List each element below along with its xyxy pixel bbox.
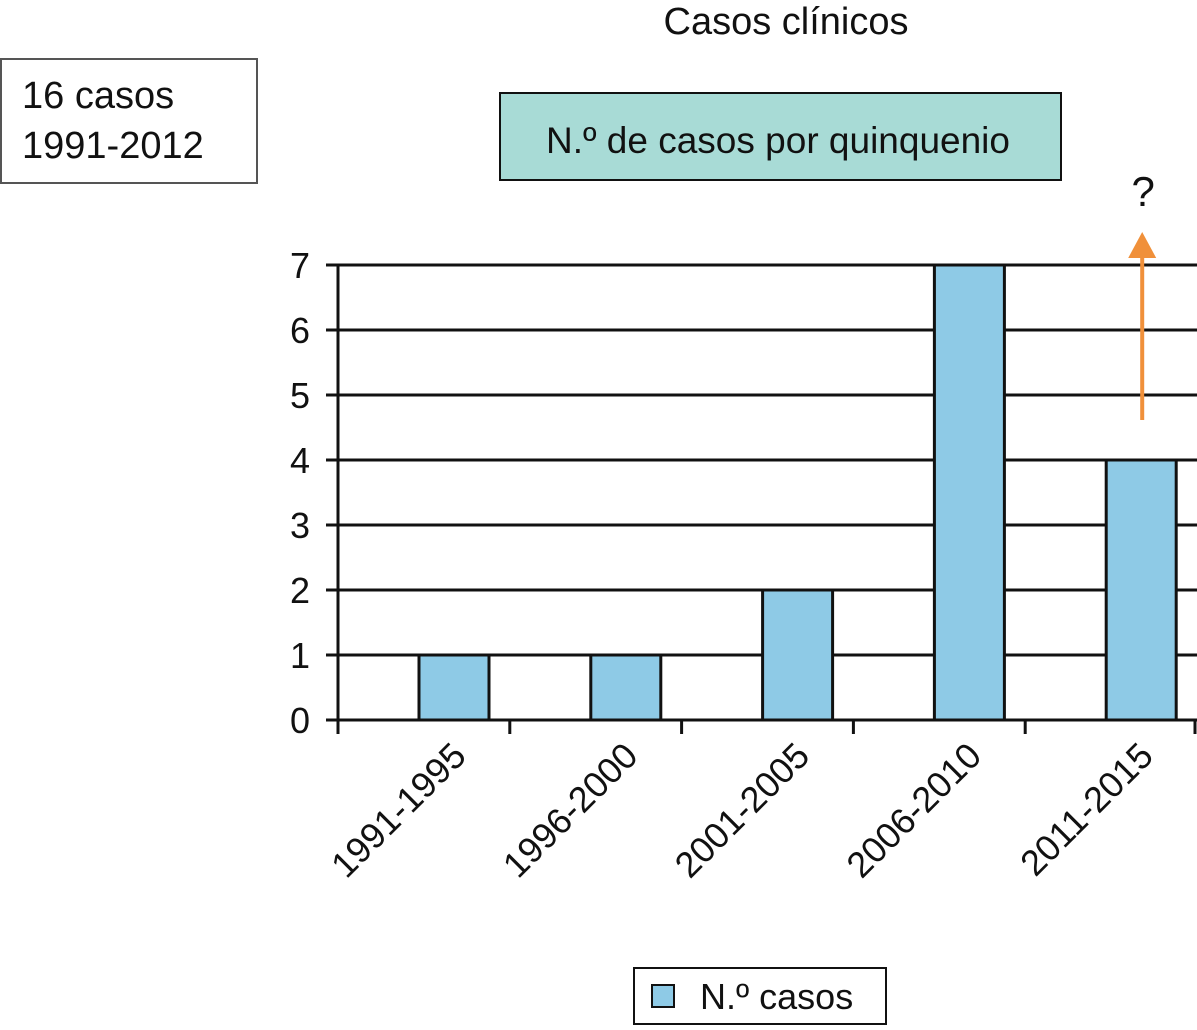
bars xyxy=(417,263,1178,722)
axes xyxy=(336,265,1197,734)
bar xyxy=(761,588,835,722)
y-tick-label: 0 xyxy=(290,700,310,741)
x-tick-label: 1991-1995 xyxy=(323,735,474,886)
x-tick-label: 2001-2005 xyxy=(667,735,818,886)
x-tick-label: 2006-2010 xyxy=(838,735,989,886)
y-tick-label: 7 xyxy=(290,245,310,286)
legend-box xyxy=(633,967,887,1025)
note-box xyxy=(0,58,258,184)
subtitle-box xyxy=(499,92,1062,181)
trend-annotation: ? xyxy=(1128,168,1157,420)
y-tick-label: 1 xyxy=(290,635,310,676)
y-tick-label: 5 xyxy=(290,375,310,416)
y-tick-label: 3 xyxy=(290,505,310,546)
x-tick-label: 2011-2015 xyxy=(1012,735,1161,884)
note-line-1: 16 casos xyxy=(22,75,174,117)
x-tick-label: 1996-2000 xyxy=(495,735,646,886)
y-tick-labels: 0 1 2 3 4 5 6 7 xyxy=(290,245,310,741)
y-tick-label: 6 xyxy=(290,310,310,351)
up-arrow-icon xyxy=(1128,232,1157,258)
bar xyxy=(589,653,663,722)
bar xyxy=(417,653,491,722)
legend-swatch xyxy=(651,984,675,1008)
bar xyxy=(1104,458,1178,722)
y-tick-label: 4 xyxy=(290,440,310,481)
note-line-2: 1991-2012 xyxy=(22,125,204,167)
legend-label: N.º casos xyxy=(700,976,853,1017)
y-tick-label: 2 xyxy=(290,570,310,611)
x-tick-labels: 1991-1995 1996-2000 2001-2005 2006-2010 2011… xyxy=(323,735,1161,886)
chart-subtitle: N.º de casos por quinquenio xyxy=(546,120,1010,161)
bar xyxy=(932,263,1006,722)
chart-title: Casos clínicos xyxy=(664,1,909,43)
annotation-question-mark: ? xyxy=(1132,168,1155,215)
